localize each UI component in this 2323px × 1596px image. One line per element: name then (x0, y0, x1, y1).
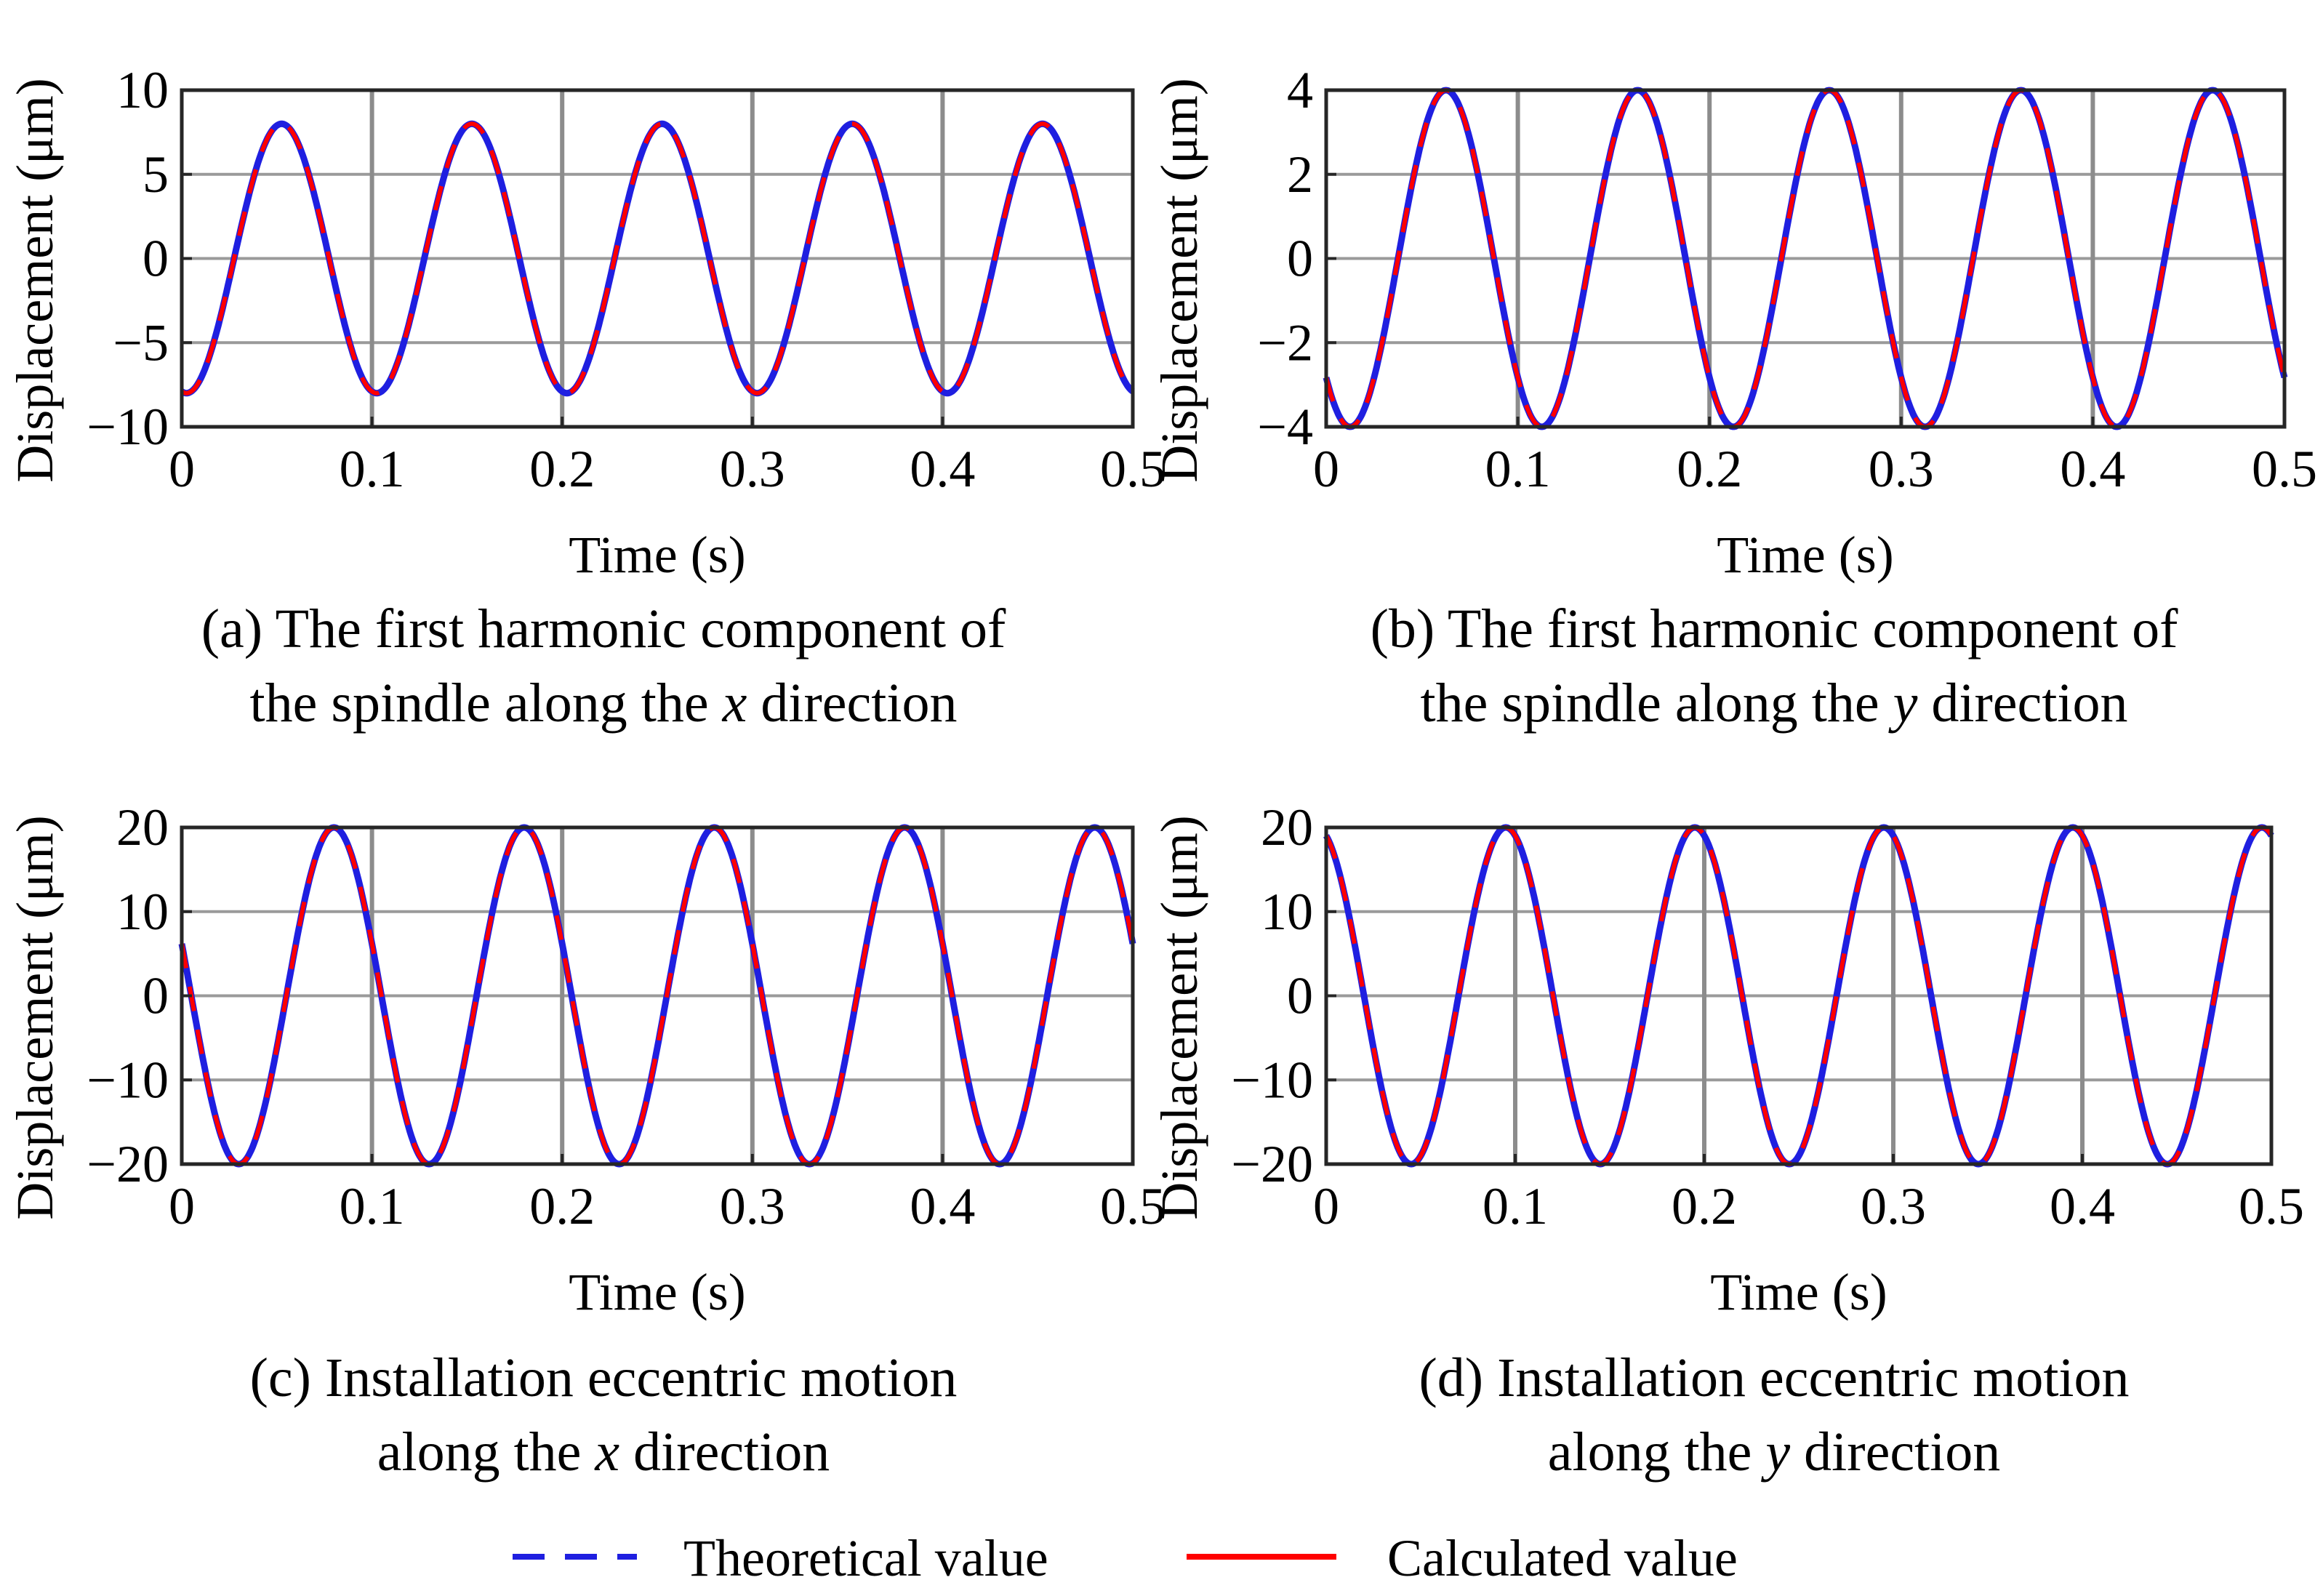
y-tick-label: 20 (116, 798, 169, 857)
y-tick-label: −20 (1231, 1135, 1313, 1193)
x-tick-label: 0.3 (1869, 440, 1934, 498)
x-tick-label: 0.2 (529, 1177, 595, 1235)
legend: Theoretical value Calculated value (513, 1529, 1738, 1587)
y-tick-label: 5 (143, 145, 169, 204)
y-axis-label: Displacement (μm) (1150, 815, 1208, 1219)
y-tick-label: −20 (87, 1135, 169, 1193)
caption-line-2: along the x direction (377, 1421, 830, 1483)
y-tick-label: 0 (143, 230, 169, 288)
caption-line-1: (d) Installation eccentric motion (1419, 1347, 2129, 1408)
x-tick-label: 0.1 (1483, 1177, 1548, 1235)
x-tick-label: 0.1 (340, 1177, 405, 1235)
x-tick-label: 0.4 (2050, 1177, 2115, 1235)
x-tick-label: 0 (169, 1177, 195, 1235)
caption-line-1: (c) Installation eccentric motion (250, 1347, 958, 1408)
caption-line-1: (a) The first harmonic component of (201, 598, 1006, 659)
x-tick-label: 0.2 (1677, 440, 1742, 498)
y-axis-label: Displacement (μm) (6, 815, 64, 1219)
caption-line-2: the spindle along the x direction (250, 673, 958, 734)
y-axis-label: Displacement (μm) (1150, 78, 1208, 482)
legend-theoretical-label: Theoretical value (683, 1529, 1048, 1587)
y-tick-label: −10 (87, 1051, 169, 1109)
legend-calculated-label: Calculated value (1387, 1529, 1738, 1587)
x-axis-label: Time (s) (569, 526, 745, 584)
x-axis-label: Time (s) (1710, 1263, 1887, 1321)
series-line-calculated (1324, 88, 2287, 429)
x-tick-label: 0.3 (720, 440, 785, 498)
x-tick-label: 0 (1313, 1177, 1339, 1235)
x-axis-label: Time (s) (1717, 526, 1893, 584)
y-tick-label: 10 (116, 61, 169, 119)
x-tick-label: 0.5 (2252, 440, 2317, 498)
y-tick-label: 0 (143, 967, 169, 1025)
x-tick-label: 0.4 (2060, 440, 2125, 498)
series-line-calculated (180, 121, 1134, 396)
series-line-calculated (1324, 825, 2274, 1166)
x-tick-label: 0 (1313, 440, 1339, 498)
series-line-calculated (180, 825, 1135, 1166)
y-tick-label: −2 (1257, 313, 1313, 372)
y-tick-label: 0 (1287, 230, 1313, 288)
caption-line-2: the spindle along the y direction (1421, 673, 2128, 734)
y-tick-label: 10 (1261, 883, 1313, 941)
y-tick-label: −10 (1231, 1051, 1313, 1109)
x-tick-label: 0.2 (1672, 1177, 1737, 1235)
x-tick-label: 0.3 (720, 1177, 785, 1235)
x-tick-label: 0.1 (1485, 440, 1551, 498)
x-tick-label: 0.4 (910, 1177, 975, 1235)
x-tick-label: 0.4 (910, 440, 975, 498)
y-tick-label: −10 (87, 398, 169, 456)
caption-line-1: (b) The first harmonic component of (1371, 598, 2179, 659)
y-axis-label: Displacement (μm) (6, 78, 64, 482)
x-tick-label: 0.5 (1100, 440, 1165, 498)
y-tick-label: 20 (1261, 798, 1313, 857)
x-tick-label: 0.3 (1861, 1177, 1926, 1235)
x-tick-label: 0.5 (1100, 1177, 1165, 1235)
x-tick-label: 0.1 (340, 440, 405, 498)
caption-line-2: along the y direction (1548, 1421, 2001, 1483)
y-tick-label: 2 (1287, 145, 1313, 204)
x-tick-label: 0.5 (2239, 1177, 2304, 1235)
y-tick-label: 0 (1287, 967, 1313, 1025)
x-tick-label: 0 (169, 440, 195, 498)
x-tick-label: 0.2 (529, 440, 595, 498)
y-tick-label: −4 (1257, 398, 1313, 456)
y-tick-label: −5 (113, 313, 169, 372)
y-tick-label: 10 (116, 883, 169, 941)
x-axis-label: Time (s) (569, 1263, 745, 1321)
y-tick-label: 4 (1287, 61, 1313, 119)
